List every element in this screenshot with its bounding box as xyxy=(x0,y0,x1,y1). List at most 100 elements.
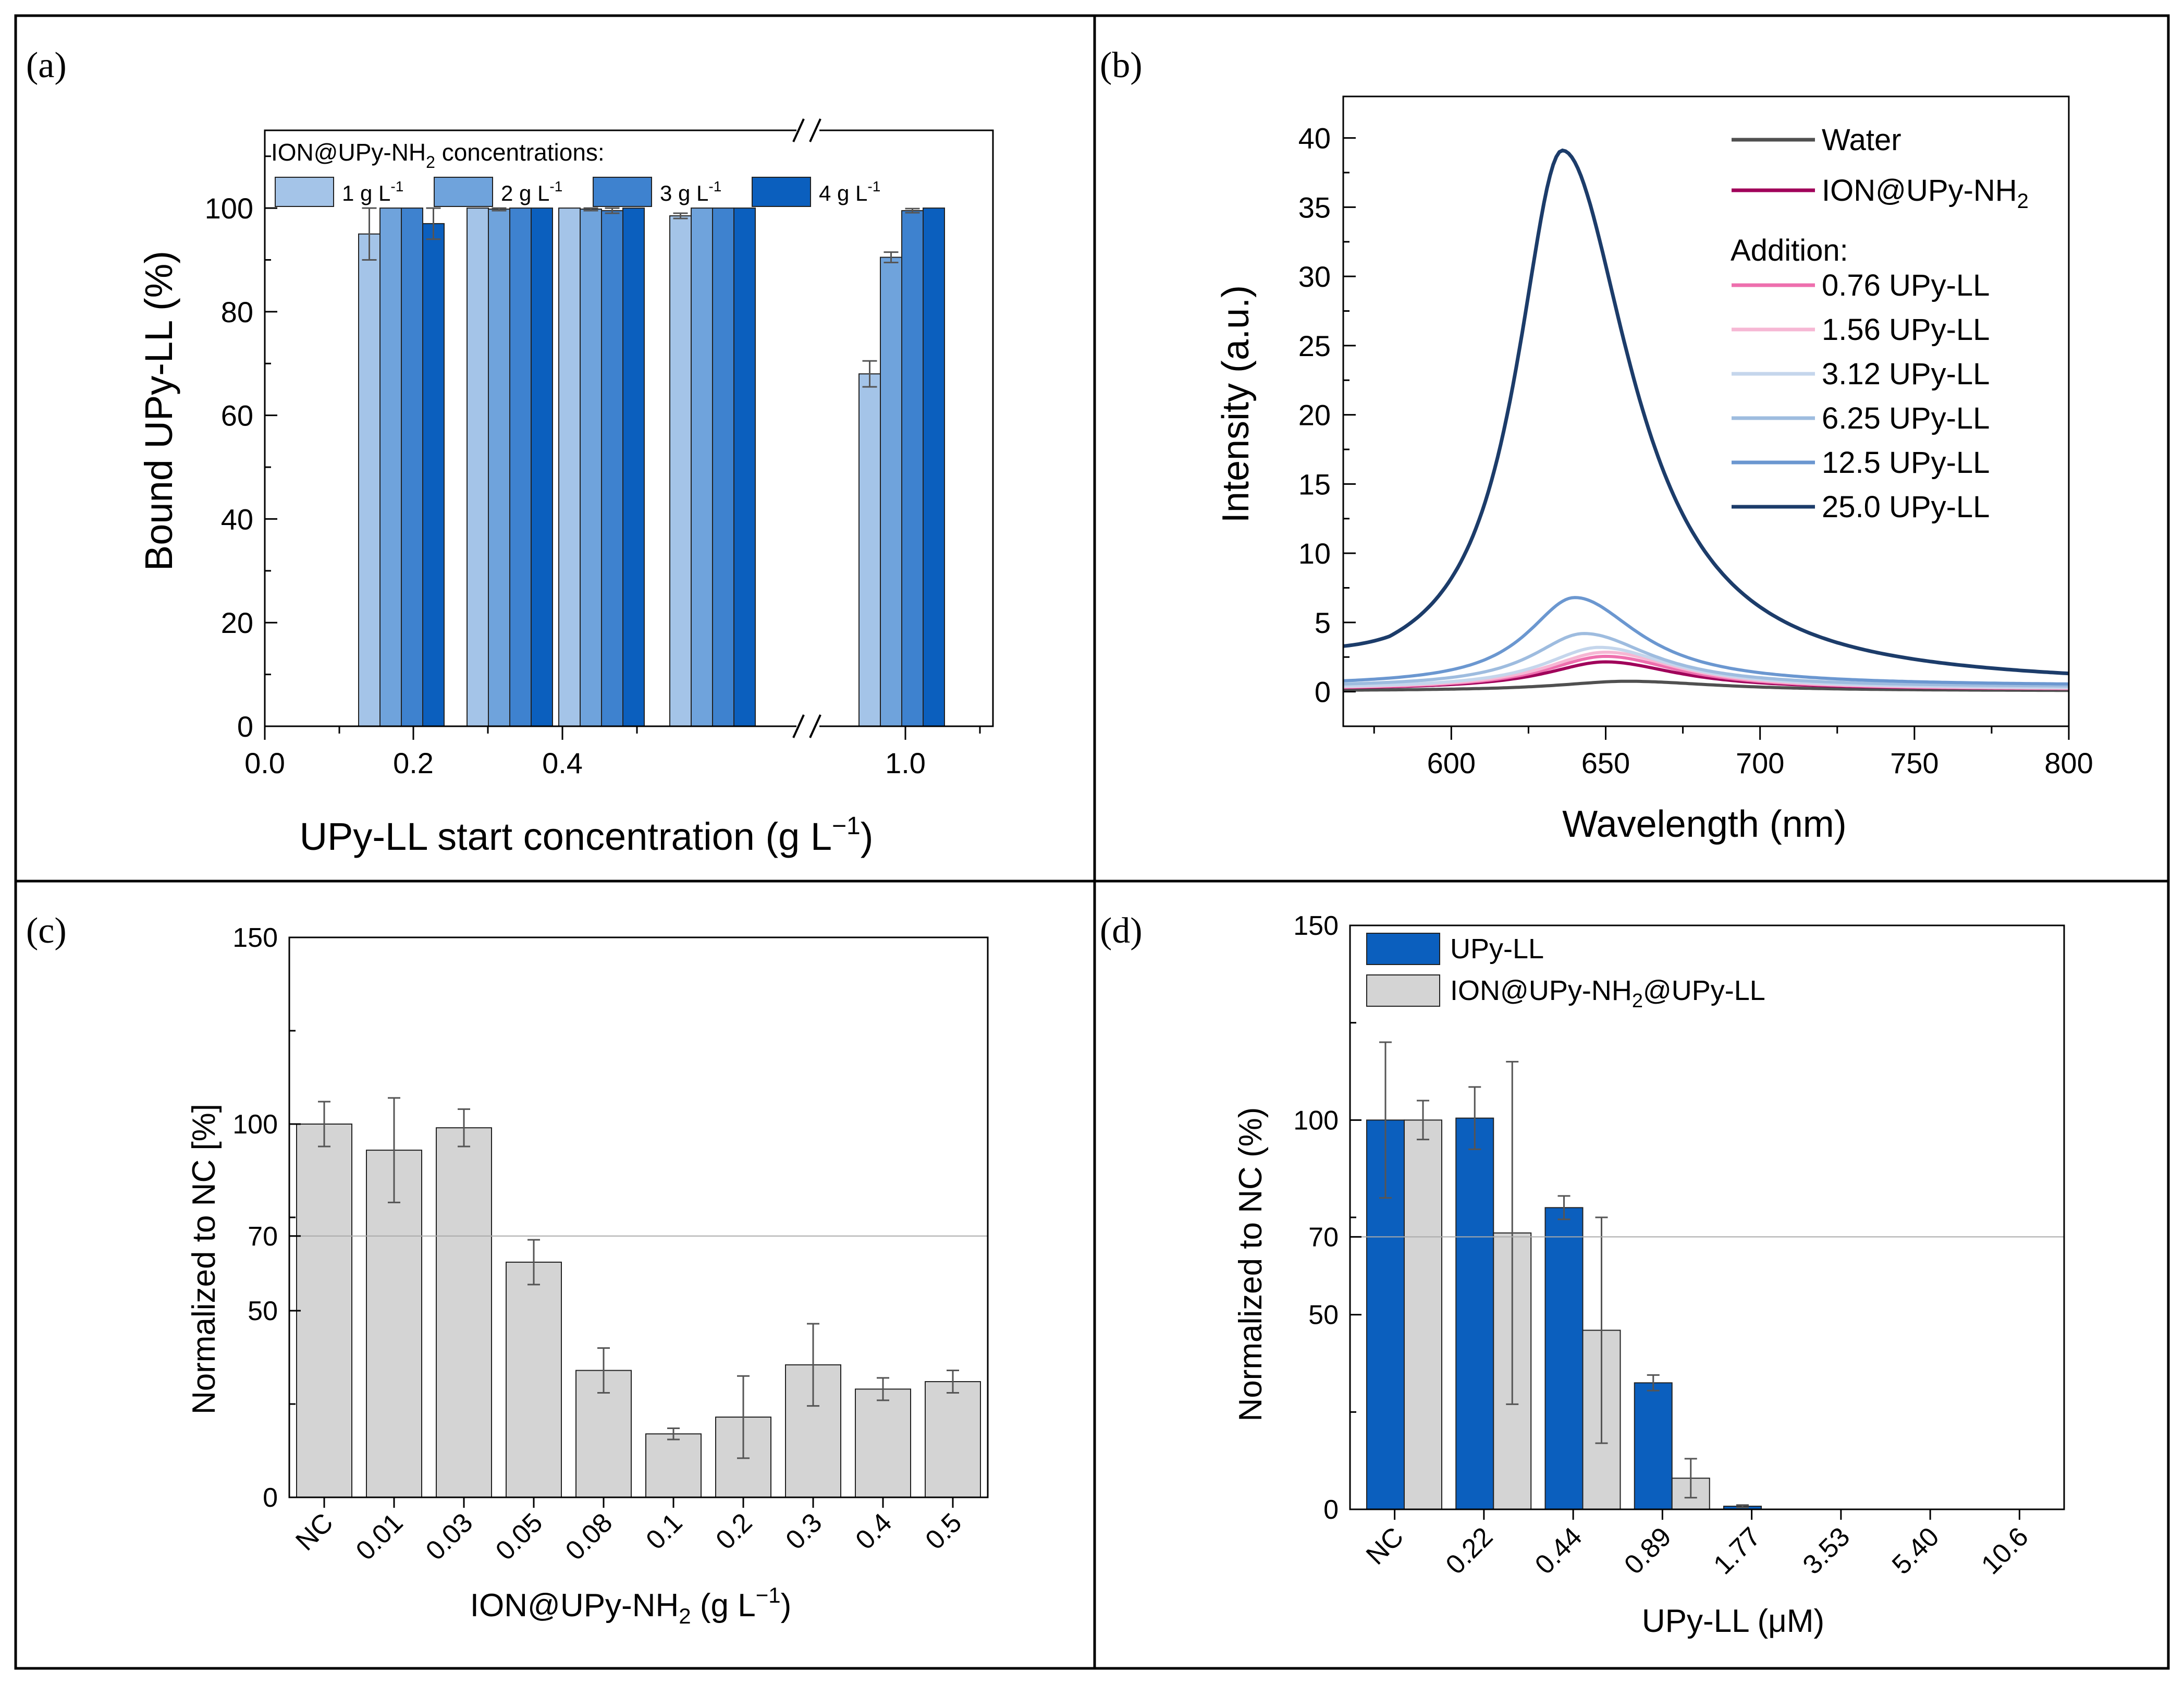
legend-swatch-a-1 xyxy=(275,177,334,207)
spectrum-line-12.5 UPy-LL xyxy=(1343,596,2069,686)
xtick-label-a: 1.0 xyxy=(885,747,926,779)
legend-label-b-5: 6.25 UPy-LL xyxy=(1822,401,1990,435)
bar-c-0.01 xyxy=(366,1150,422,1498)
bar-a-0.1-1 xyxy=(358,233,381,727)
ytick-label-b: 15 xyxy=(1298,468,1331,501)
bar-c-0.5 xyxy=(925,1381,981,1498)
ytick-label-a: 100 xyxy=(205,192,253,225)
panel-frames xyxy=(14,14,2170,1670)
xtick-label-a: 0.2 xyxy=(393,747,434,779)
bar-a-0.2-1 xyxy=(467,208,489,727)
panel-b: (b) 0 5 10 15 20 25 30 35 40 600 650 700 750 800 Addi… xyxy=(1100,45,2093,845)
ytick-label-c: 150 xyxy=(232,923,278,953)
legend-label-d-0: UPy-LL xyxy=(1450,933,1544,965)
panel-b-ylabel: Intensity (a.u.) xyxy=(1215,285,1257,523)
frame-d xyxy=(1093,880,2170,1670)
axis-break-mark xyxy=(792,118,805,142)
bar-c-0.4 xyxy=(855,1388,911,1498)
axis-break-mark xyxy=(809,118,821,142)
panel-d-xlabel: UPy-LL (μM) xyxy=(1642,1603,1824,1639)
bar-a-0.3-3 xyxy=(601,210,623,727)
legend-swatch-a-2 xyxy=(434,177,493,207)
panel-a-legend: ION@UPy-NH2 concentrations: 1 g L-1 2 g L… xyxy=(271,139,880,207)
panel-b-legend-group-label: Addition: xyxy=(1731,234,1848,267)
bar-d-0.89-0 xyxy=(1634,1382,1673,1510)
legend-label-b-4: 3.12 UPy-LL xyxy=(1822,357,1990,391)
axis-break-mark xyxy=(809,714,821,738)
panel-d-label: (d) xyxy=(1100,911,1143,951)
panel-a-axes: 0 20 40 60 80 100 0.0 0.2 0.4 1.0 xyxy=(205,118,994,779)
panel-a-ylabel: Bound UPy-LL (%) xyxy=(137,251,180,571)
bar-a-0.1-3 xyxy=(401,208,423,727)
xtick-label-a: 0.4 xyxy=(542,747,583,779)
panel-b-label: (b) xyxy=(1100,45,1143,86)
ytick-label-c: 100 xyxy=(232,1109,278,1140)
bar-d-NC-1 xyxy=(1404,1119,1442,1510)
xtick-label-b: 700 xyxy=(1736,747,1784,779)
panel-b-xlabel: Wavelength (nm) xyxy=(1562,803,1847,845)
bar-a-0.3-4 xyxy=(622,208,645,727)
legend-label-b-1: ION@UPy-NH2 xyxy=(1822,174,2029,213)
xtick-label-b: 600 xyxy=(1427,747,1476,779)
bar-c-NC xyxy=(296,1124,352,1498)
xtick-label-b: 750 xyxy=(1890,747,1938,779)
legend-swatch-d-0 xyxy=(1366,933,1440,965)
panel-b-lines xyxy=(1343,148,2069,692)
ytick-label-a: 80 xyxy=(221,296,253,328)
legend-label-b-0: Water xyxy=(1822,123,1901,157)
legend-label-a-3: 3 g L-1 xyxy=(660,178,721,205)
ytick-label-d: 100 xyxy=(1293,1105,1339,1136)
ytick-label-c: 0 xyxy=(263,1483,278,1513)
bar-d-0.44-0 xyxy=(1544,1207,1584,1510)
legend-label-b-2: 0.76 UPy-LL xyxy=(1822,269,1990,302)
spectrum-line-6.25 UPy-LL xyxy=(1343,632,2069,688)
bar-a-0.2-3 xyxy=(509,208,532,727)
axis-break-mark xyxy=(792,714,805,738)
ytick-label-d: 50 xyxy=(1308,1300,1339,1331)
panel-c: (c) NC 0.01 0.03 0.05 0.08 0.1 0.2 0.3 0.4 0.5050… xyxy=(26,911,989,1628)
xtick-label-a: 0.0 xyxy=(244,747,285,779)
panel-b-axes: 0 5 10 15 20 25 30 35 40 600 650 700 750 800 xyxy=(1298,95,2093,779)
ytick-label-b: 30 xyxy=(1298,260,1331,293)
ytick-label-b: 5 xyxy=(1315,606,1331,639)
ytick-label-b: 35 xyxy=(1298,191,1331,224)
bar-c-0.05 xyxy=(506,1261,562,1498)
ytick-label-b: 10 xyxy=(1298,537,1331,570)
legend-label-d-1: ION@UPy-NH2@UPy-LL xyxy=(1450,975,1765,1012)
ytick-label-d: 0 xyxy=(1323,1495,1339,1525)
ytick-label-c: 50 xyxy=(248,1296,278,1326)
ytick-label-b: 0 xyxy=(1315,676,1331,709)
bar-d-0.22-0 xyxy=(1455,1117,1494,1510)
bar-a-0.1-2 xyxy=(379,208,402,727)
spectrum-line-Water xyxy=(1343,679,2069,692)
bar-a-1.0-3 xyxy=(901,210,924,727)
legend-swatch-d-1 xyxy=(1366,974,1440,1007)
legend-label-b-3: 1.56 UPy-LL xyxy=(1822,313,1990,347)
ytick-label-b: 40 xyxy=(1298,122,1331,155)
panel-c-xlabel: ION@UPy-NH2 (g L−1) xyxy=(470,1583,791,1628)
ytick-label-b: 20 xyxy=(1298,399,1331,432)
bar-a-0.4-1 xyxy=(669,215,692,727)
panel-a-xlabel: UPy-LL start concentration (g L−1) xyxy=(300,812,874,858)
panel-c-bars xyxy=(296,1097,981,1498)
legend-label-a-2: 2 g L-1 xyxy=(501,178,562,205)
panel-a-legend-title: ION@UPy-NH2 concentrations: xyxy=(271,139,605,172)
bar-a-1.0-4 xyxy=(923,208,945,727)
bar-a-0.2-2 xyxy=(488,209,510,727)
panel-d-bars xyxy=(1366,1041,1762,1510)
xtick-label-b: 800 xyxy=(2044,747,2093,779)
bar-a-0.2-4 xyxy=(531,208,553,727)
panel-c-label: (c) xyxy=(26,911,67,951)
bar-a-0.4-4 xyxy=(733,208,756,727)
bar-a-0.4-3 xyxy=(712,208,734,727)
ytick-label-a: 60 xyxy=(221,399,253,432)
ytick-label-a: 20 xyxy=(221,606,253,639)
bar-a-1.0-1 xyxy=(858,373,881,727)
bar-a-0.3-1 xyxy=(558,208,581,727)
ytick-label-d: 150 xyxy=(1293,911,1339,941)
bar-c-0.1 xyxy=(645,1433,702,1498)
bar-a-0.3-2 xyxy=(580,209,602,727)
bar-a-0.4-2 xyxy=(691,208,713,727)
ytick-label-b: 25 xyxy=(1298,330,1331,362)
